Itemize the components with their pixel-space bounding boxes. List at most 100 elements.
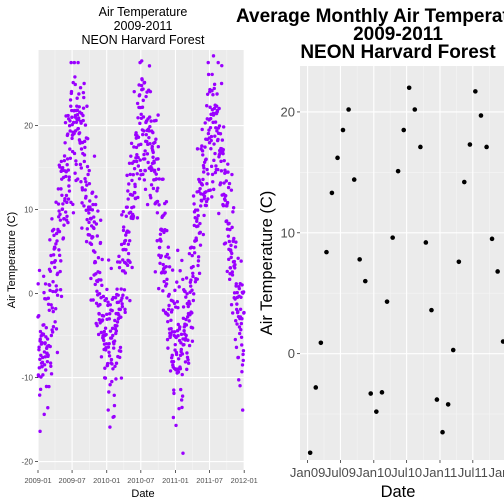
chart1-point <box>127 182 131 186</box>
chart2-x-axis-title: Date <box>381 483 416 501</box>
chart1-point <box>240 343 244 347</box>
chart1-point <box>54 242 58 246</box>
chart1-x-tick-label: 2011-01 <box>162 476 189 485</box>
chart1-point <box>57 229 62 234</box>
chart1-point <box>143 168 148 173</box>
chart1-point <box>96 209 100 213</box>
chart1-point <box>180 258 184 263</box>
chart1-point <box>66 197 71 201</box>
chart1-point <box>66 168 71 172</box>
chart1-point <box>189 278 193 282</box>
chart2-x-tick-label: Jan09 <box>290 465 325 480</box>
chart1-point <box>120 296 124 300</box>
chart1-point <box>56 202 61 206</box>
chart2-point <box>401 127 407 133</box>
chart1-point <box>121 258 125 262</box>
chart1-point <box>173 330 177 334</box>
chart2-point <box>467 142 473 147</box>
chart1-point <box>87 233 92 237</box>
chart1-point <box>67 175 71 179</box>
chart1-point <box>236 256 240 260</box>
chart1-point <box>218 132 223 136</box>
chart1-point <box>174 352 179 357</box>
chart1-point <box>81 90 86 95</box>
chart1-point <box>233 266 237 270</box>
chart1-point <box>68 156 73 161</box>
chart1-point <box>113 295 118 300</box>
chart1-point <box>115 324 119 328</box>
chart1-point <box>164 282 169 286</box>
chart1-point <box>227 277 232 282</box>
chart1-point <box>209 147 213 151</box>
chart1-point <box>173 288 177 293</box>
chart1-x-tick-label: 2012-01 <box>231 476 258 485</box>
chart1-point <box>143 157 147 161</box>
chart1-point <box>87 220 91 225</box>
chart1-point <box>170 353 174 358</box>
chart1-point <box>91 298 95 302</box>
chart1-point <box>73 171 77 175</box>
chart1-point <box>211 54 216 58</box>
chart2-point <box>384 299 390 304</box>
chart2-x-axis: Jan09Jul09Jan10Jul10Jan11Jul11Jan12 <box>290 460 504 480</box>
chart1-point <box>131 205 136 209</box>
chart1-point <box>100 318 105 322</box>
chart1-point <box>137 93 142 97</box>
chart2-point <box>340 127 346 133</box>
chart1-point <box>195 147 200 151</box>
chart1-point <box>201 177 205 182</box>
daily-temperature-chart: Air Temperature 2009-2011 NEON Harvard F… <box>6 5 258 500</box>
chart2-points <box>307 85 504 456</box>
chart1-point <box>60 207 65 211</box>
chart1-point <box>114 361 119 365</box>
chart1-point <box>231 311 235 315</box>
chart1-point <box>221 147 225 152</box>
chart1-point <box>161 177 165 181</box>
chart1-point <box>202 170 206 174</box>
chart1-point <box>190 311 194 315</box>
chart1-point <box>139 142 143 147</box>
chart1-point <box>37 345 41 349</box>
chart1-point <box>218 181 223 185</box>
chart1-point <box>104 332 108 337</box>
chart1-point <box>100 257 104 262</box>
chart1-point <box>74 159 78 163</box>
chart1-point <box>184 333 188 338</box>
chart1-point <box>174 423 178 428</box>
chart2-point <box>313 385 319 390</box>
chart1-point <box>51 280 55 284</box>
chart1-point <box>108 425 112 429</box>
chart1-point <box>138 168 143 173</box>
chart1-point <box>181 277 185 282</box>
chart1-point <box>64 218 69 222</box>
chart1-point <box>212 82 217 87</box>
chart1-point <box>79 147 84 151</box>
chart1-point <box>176 322 180 327</box>
chart1-point <box>109 266 113 271</box>
chart1-point <box>242 310 246 315</box>
chart1-point <box>175 300 180 304</box>
chart1-point <box>103 366 107 370</box>
chart1-point <box>165 252 170 257</box>
chart1-point <box>150 144 154 149</box>
chart1-point <box>237 286 241 291</box>
chart1-point <box>221 204 226 208</box>
chart1-point <box>215 129 219 133</box>
chart1-point <box>183 289 187 294</box>
chart1-point <box>68 147 72 151</box>
chart1-point <box>189 284 193 288</box>
chart1-point <box>131 173 135 177</box>
chart1-point <box>42 323 46 327</box>
chart1-point <box>54 307 58 311</box>
chart1-point <box>130 265 134 270</box>
chart2-y-tick-label: 0 <box>288 346 295 361</box>
chart1-point <box>195 217 199 221</box>
chart1-point <box>51 289 55 294</box>
chart1-point <box>54 231 59 236</box>
chart1-point <box>181 316 186 320</box>
chart1-point <box>187 251 192 256</box>
chart1-point <box>37 313 41 318</box>
chart1-point <box>216 137 220 142</box>
chart1-point <box>196 255 201 259</box>
chart1-point <box>106 258 111 262</box>
